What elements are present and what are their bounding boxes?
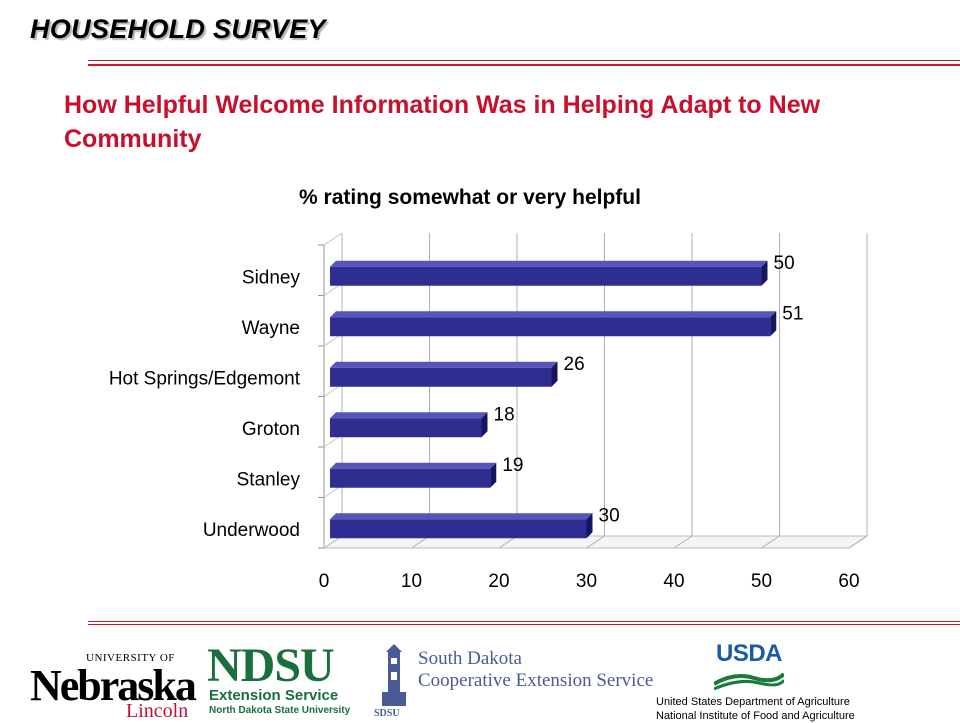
nebraska-logo-univ: UNIVERSITY OF <box>86 652 175 664</box>
value-label: 19 <box>502 455 523 476</box>
usda-logo: USDA United States Department of Agricul… <box>654 640 954 722</box>
slide-title: How Helpful Welcome Information Was in H… <box>64 91 821 153</box>
nebraska-logo-city: Lincoln <box>126 700 189 722</box>
bar-top <box>330 361 558 368</box>
survey-label: HOUSEHOLD SURVEY <box>30 14 326 44</box>
x-tick-label: 50 <box>751 571 772 592</box>
value-label: 30 <box>599 505 620 526</box>
bar-end <box>586 513 593 539</box>
x-tick-label: 60 <box>838 571 859 592</box>
bar <box>330 367 552 387</box>
category-label: Groton <box>242 419 300 440</box>
value-label: 51 <box>782 303 803 324</box>
sdsu-logo-abbr: SDSU <box>374 708 400 719</box>
category-label: Stanley <box>237 469 301 490</box>
x-tick-label: 10 <box>401 571 422 592</box>
chart-title: % rating somewhat or very helpful <box>299 186 641 209</box>
value-label: 26 <box>564 354 585 375</box>
bar-top <box>330 260 768 267</box>
x-tick-label: 40 <box>663 571 684 592</box>
usda-logo-line2: National Institute of Food and Agricultu… <box>656 710 855 722</box>
bar <box>330 266 762 286</box>
bar-chart: 0 10 20 30 40 50 60 Sidney 50 Wayne 51 Hot Springs/… <box>109 231 869 592</box>
category-label: Wayne <box>242 318 300 339</box>
gridline-floor <box>673 535 693 549</box>
ndsu-logo-university: North Dakota State University <box>209 705 351 716</box>
y-wall-line <box>323 232 343 246</box>
bar-top <box>330 412 488 419</box>
bar-end <box>761 260 768 286</box>
bar <box>330 317 771 337</box>
sdsu-logo-line2: Cooperative Extension Service <box>418 670 654 691</box>
x-tick-label: 30 <box>576 571 597 592</box>
bar-top <box>330 513 593 520</box>
bar <box>330 519 587 539</box>
gridline-floor <box>848 535 868 549</box>
gridline-floor <box>586 535 605 549</box>
header-divider <box>88 60 960 66</box>
campanile-icon <box>382 644 406 706</box>
category-label: Sidney <box>242 267 301 288</box>
bar-end <box>770 311 777 337</box>
bar-end <box>490 462 497 488</box>
bar-end <box>551 361 558 387</box>
x-tick-label: 0 <box>319 571 330 592</box>
sdsu-logo: South Dakota Cooperative Extension Servi… <box>372 644 672 720</box>
nebraska-logo: UNIVERSITY OF Nebraska Lincoln <box>30 648 200 722</box>
ndsu-logo-extension: Extension Service <box>209 687 339 704</box>
nebraska-logo-name: Nebraska <box>30 661 197 710</box>
usda-hills-icon <box>714 672 784 690</box>
x-tick-label: 20 <box>488 571 509 592</box>
bar <box>330 468 491 488</box>
bar-end <box>481 412 488 438</box>
usda-logo-name: USDA <box>716 640 783 667</box>
sdsu-logo-line1: South Dakota <box>418 648 522 669</box>
usda-logo-line1: United States Department of Agriculture <box>656 696 850 708</box>
gridline-floor <box>761 535 780 549</box>
bar <box>330 418 482 438</box>
value-label: 50 <box>774 253 795 274</box>
bar-top <box>330 311 777 318</box>
ndsu-logo: NDSU Extension Service North Dakota Stat… <box>207 639 357 720</box>
category-label: Underwood <box>203 520 300 541</box>
ndsu-logo-name: NDSU <box>207 639 335 692</box>
bar-top <box>330 462 497 469</box>
value-label: 18 <box>494 404 515 425</box>
category-label: Hot Springs/Edgemont <box>109 368 301 389</box>
footer-divider <box>88 621 960 625</box>
